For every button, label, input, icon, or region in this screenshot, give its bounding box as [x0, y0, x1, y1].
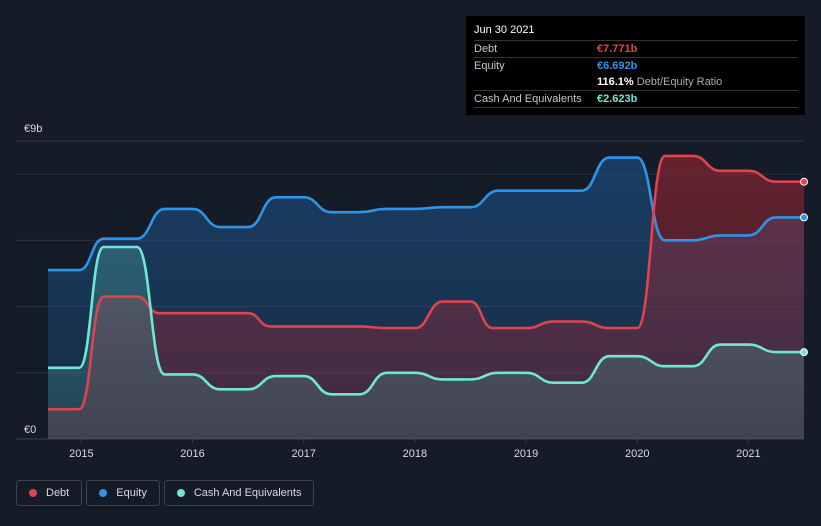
axis-labels: €0 €9b 2015 2016 2017 2018 2019 2020 2021	[24, 123, 761, 460]
tooltip-debt-row: Debt €7.771b	[474, 41, 798, 58]
line-cash	[48, 245, 804, 396]
chart-legend: Debt Equity Cash And Equivalents	[16, 480, 315, 506]
legend-label-cash: Cash And Equivalents	[193, 487, 302, 499]
x-tick-label: 2018	[403, 448, 427, 460]
end-marker-debt	[800, 177, 808, 186]
line-debt	[47, 154, 804, 411]
x-tick-label: 2016	[180, 448, 204, 460]
y-tick-label: €0	[24, 424, 36, 436]
series-lines	[47, 154, 804, 411]
y-tick-label: €9b	[24, 123, 42, 135]
legend-label-debt: Debt	[46, 487, 70, 499]
tooltip-debt-label: Debt	[474, 43, 498, 55]
area-cash	[48, 247, 804, 439]
legend-dot-equity	[99, 489, 108, 497]
legend-item-debt[interactable]: Debt	[16, 480, 83, 506]
tooltip-debt-value: €7.771b	[597, 43, 638, 55]
legend-label-equity: Equity	[116, 487, 147, 499]
legend-item-equity[interactable]: Equity	[86, 480, 160, 506]
x-tick-label: 2017	[291, 448, 315, 460]
tooltip-ratio-value: 116.1%	[597, 76, 634, 88]
end-marker-cash	[800, 348, 808, 357]
line-equity	[47, 156, 804, 272]
tooltip-cash-row: Cash And Equivalents €2.623b	[474, 91, 798, 108]
tooltip-equity-value: €6.692b	[597, 60, 638, 72]
legend-item-cash[interactable]: Cash And Equivalents	[163, 480, 315, 506]
legend-dot-debt	[29, 489, 37, 497]
tooltip-cash-value: €2.623b	[597, 93, 638, 105]
legend-dot-cash	[176, 489, 185, 497]
x-tick-label: 2021	[736, 448, 760, 460]
x-tick-label: 2020	[625, 448, 649, 460]
x-tick-label: 2015	[69, 448, 93, 460]
end-marker-equity	[800, 213, 808, 222]
tooltip-ratio-row: 116.1% Debt/Equity Ratio	[474, 74, 798, 91]
tooltip-cash-label: Cash And Equivalents	[474, 93, 582, 105]
tooltip-date: Jun 30 2021	[474, 22, 798, 41]
tooltip-equity-label: Equity	[474, 60, 505, 72]
series-end-markers	[800, 177, 808, 357]
tooltip-ratio-label: Debt/Equity Ratio	[636, 76, 723, 88]
series-areas	[48, 155, 804, 439]
tooltip-equity-row: Equity €6.692b	[474, 58, 798, 74]
x-tick-label: 2019	[514, 448, 538, 460]
tooltip-panel: Jun 30 2021 Debt €7.771b Equity €6.692b …	[466, 16, 805, 115]
